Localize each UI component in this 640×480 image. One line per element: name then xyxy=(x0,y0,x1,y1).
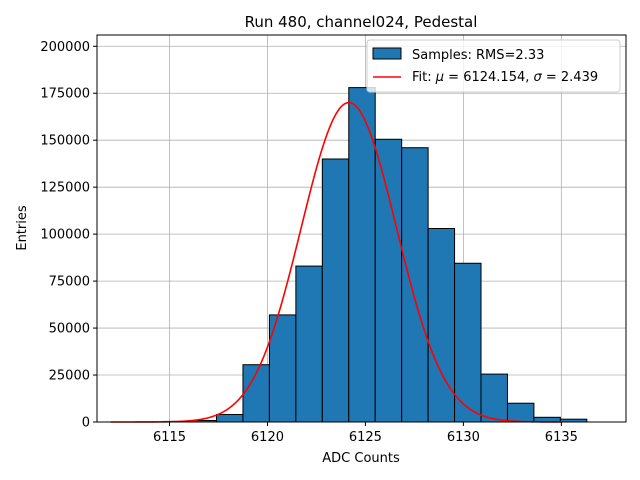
x-axis-label: ADC Counts xyxy=(322,451,400,466)
plot-frame xyxy=(96,34,627,423)
histogram-bar xyxy=(480,373,508,423)
histogram-bar xyxy=(216,413,244,423)
y-tick-label: 50000 xyxy=(49,322,90,337)
y-tick-label: 0 xyxy=(82,416,90,431)
histogram-bar xyxy=(506,402,535,423)
y-axis-ticks: 0 25000 50000 75000 100000 125000 150000 175000… xyxy=(40,40,97,431)
x-tick-label: 6120 xyxy=(251,430,284,445)
histogram-bar xyxy=(295,265,323,423)
histogram-bars xyxy=(163,87,588,423)
x-tick-label: 6125 xyxy=(349,430,382,445)
legend-histogram-label: Samples: RMS=2.33 xyxy=(412,48,544,63)
y-tick-label: 100000 xyxy=(40,228,90,243)
histogram-bar xyxy=(321,158,350,423)
histogram-bar xyxy=(454,262,482,423)
x-tick-label: 6115 xyxy=(153,430,186,445)
chart-title: Run 480, channel024, Pedestal xyxy=(245,13,478,31)
legend-fit-label: Fit: μ = 6124.154, σ = 2.439 xyxy=(412,70,598,85)
y-tick-label: 125000 xyxy=(40,181,90,196)
y-tick-label: 25000 xyxy=(49,369,90,384)
y-tick-label: 150000 xyxy=(40,134,90,149)
histogram-bar xyxy=(401,147,429,423)
histogram-bar xyxy=(374,138,403,423)
y-tick-label: 75000 xyxy=(49,275,90,290)
histogram-bar xyxy=(427,228,456,423)
x-tick-label: 6130 xyxy=(447,430,480,445)
x-axis-ticks: 6115 6120 6125 6130 6135 xyxy=(153,422,578,445)
legend-histogram-swatch xyxy=(372,47,402,60)
y-tick-label: 175000 xyxy=(40,87,90,102)
x-tick-label: 6135 xyxy=(545,430,578,445)
fit-curve xyxy=(110,101,562,423)
y-tick-label: 200000 xyxy=(40,40,90,55)
legend: Samples: RMS=2.33 Fit: μ = 6124.154, σ =… xyxy=(366,39,621,93)
histogram-bar xyxy=(348,87,376,423)
legend-box xyxy=(366,39,621,93)
y-axis-label: Entries xyxy=(15,205,30,251)
